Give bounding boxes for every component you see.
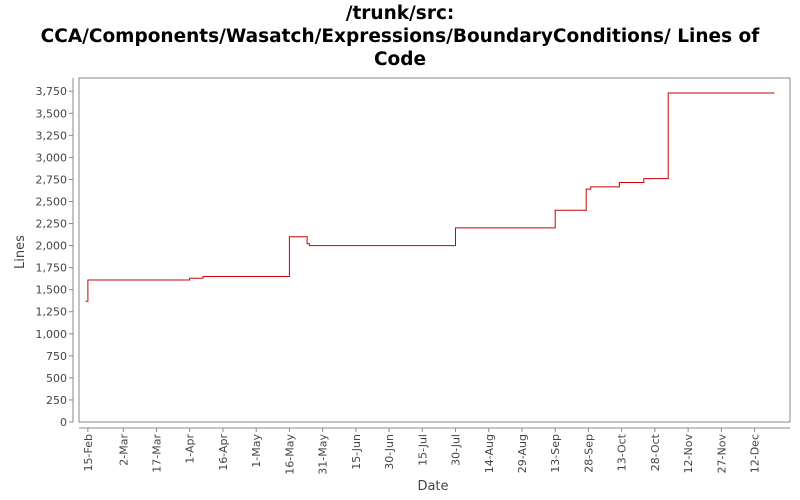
x-tick-label: 13-Sep (549, 434, 562, 473)
y-tick-label: 2,500 (36, 195, 68, 208)
y-tick-label: 3,500 (36, 107, 68, 120)
x-tick-label: 13-Oct (616, 433, 629, 471)
x-tick-label: 12-Nov (682, 434, 695, 474)
y-axis-ticks: 0 250 500 750 1,000 1,250 1,500 1,750 2,000 2,250… (36, 85, 73, 429)
y-tick-label: 1,000 (36, 328, 68, 341)
y-tick-label: 2,250 (36, 218, 68, 231)
x-tick-label: 16-May (283, 434, 296, 475)
y-tick-label: 3,250 (36, 129, 68, 142)
y-tick-label: 1,500 (36, 284, 68, 297)
y-tick-label: 1,250 (36, 306, 68, 319)
chart-title-line-1: /trunk/src: (345, 3, 455, 24)
x-tick-label: 15-Jun (350, 434, 363, 470)
chart-title: /trunk/src: CCA/Components/Wasatch/Expre… (0, 2, 800, 71)
x-tick-label: 12-Dec (749, 434, 762, 473)
x-tick-label: 1-May (250, 434, 263, 468)
y-tick-label: 0 (60, 416, 67, 429)
x-tick-label: 16-Apr (217, 434, 230, 471)
x-tick-label: 28-Sep (582, 434, 595, 473)
x-tick-label: 30-Jul (450, 434, 463, 466)
x-axis-ticks: 15-Feb 2-Mar 17-Mar 1-Apr 16-Apr 1-May 16-May 3… (82, 428, 762, 475)
x-axis-title: Date (417, 479, 448, 494)
x-tick-label: 29-Aug (516, 434, 529, 473)
x-tick-label: 15-Feb (82, 434, 95, 471)
x-tick-label: 30-Jun (383, 434, 396, 470)
y-tick-label: 2,750 (36, 173, 68, 186)
x-tick-label: 1-Apr (184, 434, 197, 464)
x-tick-label: 15-Jul (416, 434, 429, 466)
x-tick-label: 28-Oct (649, 433, 662, 471)
y-axis-title: Lines (13, 235, 28, 269)
y-tick-label: 500 (46, 372, 67, 385)
y-tick-label: 2,000 (36, 240, 68, 253)
y-tick-label: 3,000 (36, 151, 68, 164)
x-tick-label: 2-Mar (117, 434, 130, 466)
x-tick-label: 27-Nov (715, 434, 728, 474)
x-tick-label: 31-May (317, 434, 330, 475)
x-tick-label: 17-Mar (151, 434, 164, 473)
series-line (85, 92, 775, 302)
y-tick-label: 1,750 (36, 262, 68, 275)
chart-title-line-2: CCA/Components/Wasatch/Expressions/Bound… (40, 26, 760, 47)
chart-title-line-3: Code (373, 49, 427, 70)
y-tick-label: 3,750 (36, 85, 68, 98)
y-tick-label: 250 (46, 394, 67, 407)
x-tick-label: 14-Aug (483, 434, 496, 473)
y-tick-label: 750 (46, 350, 67, 363)
plot-area (78, 77, 791, 423)
